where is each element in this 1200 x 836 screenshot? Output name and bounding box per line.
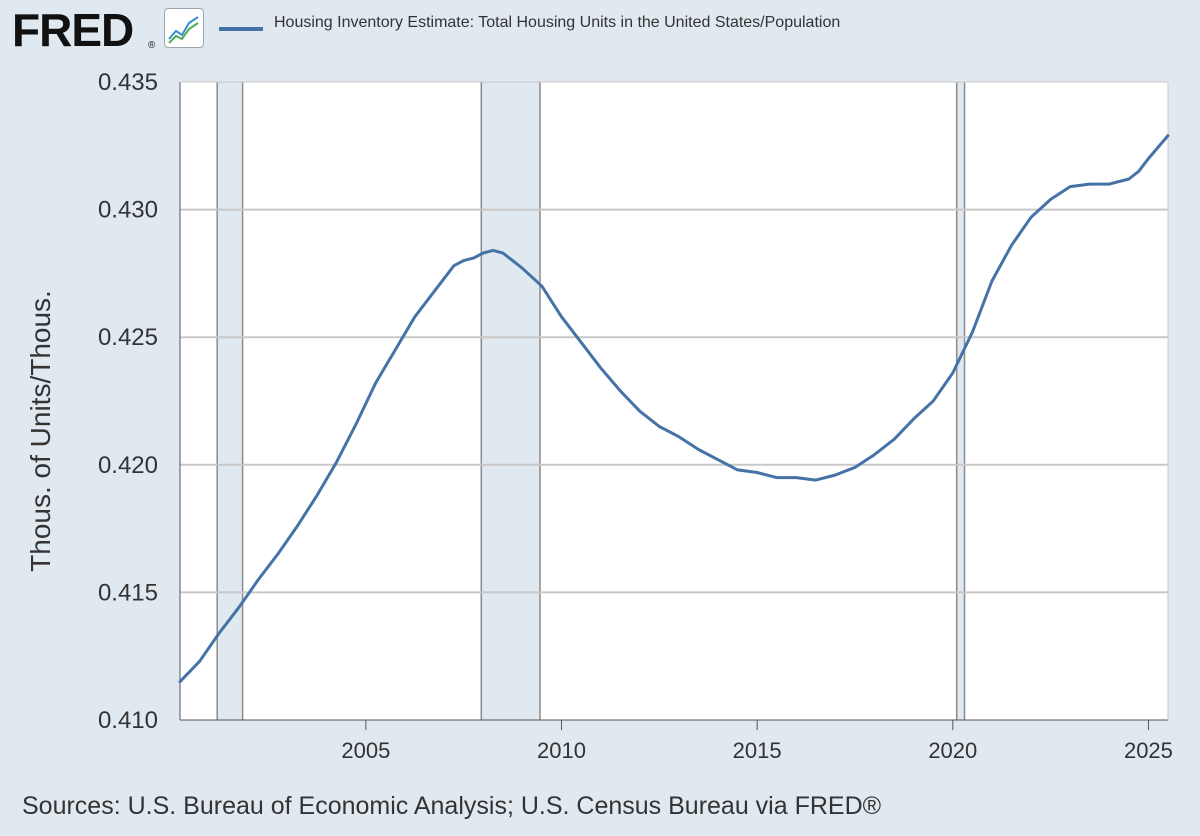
recession-shading — [216, 82, 966, 720]
recession-band — [217, 82, 243, 720]
y-axis-label: Thous. of Units/Thous. — [25, 290, 56, 572]
source-note: Sources: U.S. Bureau of Economic Analysi… — [22, 792, 882, 820]
recession-band — [481, 82, 540, 720]
y-tick-label: 0.420 — [98, 452, 158, 479]
plot-area — [180, 82, 1168, 720]
line-graph-icon-glyph — [168, 16, 199, 44]
series-layer — [178, 134, 1170, 684]
series-line[interactable] — [178, 134, 1170, 684]
x-tick-label: 2005 — [341, 738, 390, 763]
gridlines — [180, 208, 1168, 594]
y-tick-label: 0.425 — [98, 324, 158, 351]
x-tick-label: 2025 — [1124, 738, 1173, 763]
x-tick-label: 2015 — [733, 738, 782, 763]
x-tick-label: 2020 — [928, 738, 977, 763]
y-tick-label: 0.410 — [98, 707, 158, 734]
y-tick-label: 0.430 — [98, 197, 158, 224]
chart-header: FRED ® Housing Inventory Estimate: Total… — [0, 0, 1200, 60]
legend-swatch — [219, 27, 263, 31]
fred-logo[interactable]: FRED — [12, 4, 134, 56]
line-graph-icon[interactable] — [164, 8, 204, 48]
recession-band — [956, 82, 965, 720]
legend-label[interactable]: Housing Inventory Estimate: Total Housin… — [274, 14, 841, 31]
y-tick-label: 0.435 — [98, 69, 158, 96]
fred-registered-mark: ® — [148, 40, 156, 51]
y-tick-label: 0.415 — [98, 579, 158, 606]
axes: 0.410 0.415 0.420 0.425 0.430 0.435 2005 2010 20… — [98, 69, 1173, 763]
x-tick-label: 2010 — [537, 738, 586, 763]
